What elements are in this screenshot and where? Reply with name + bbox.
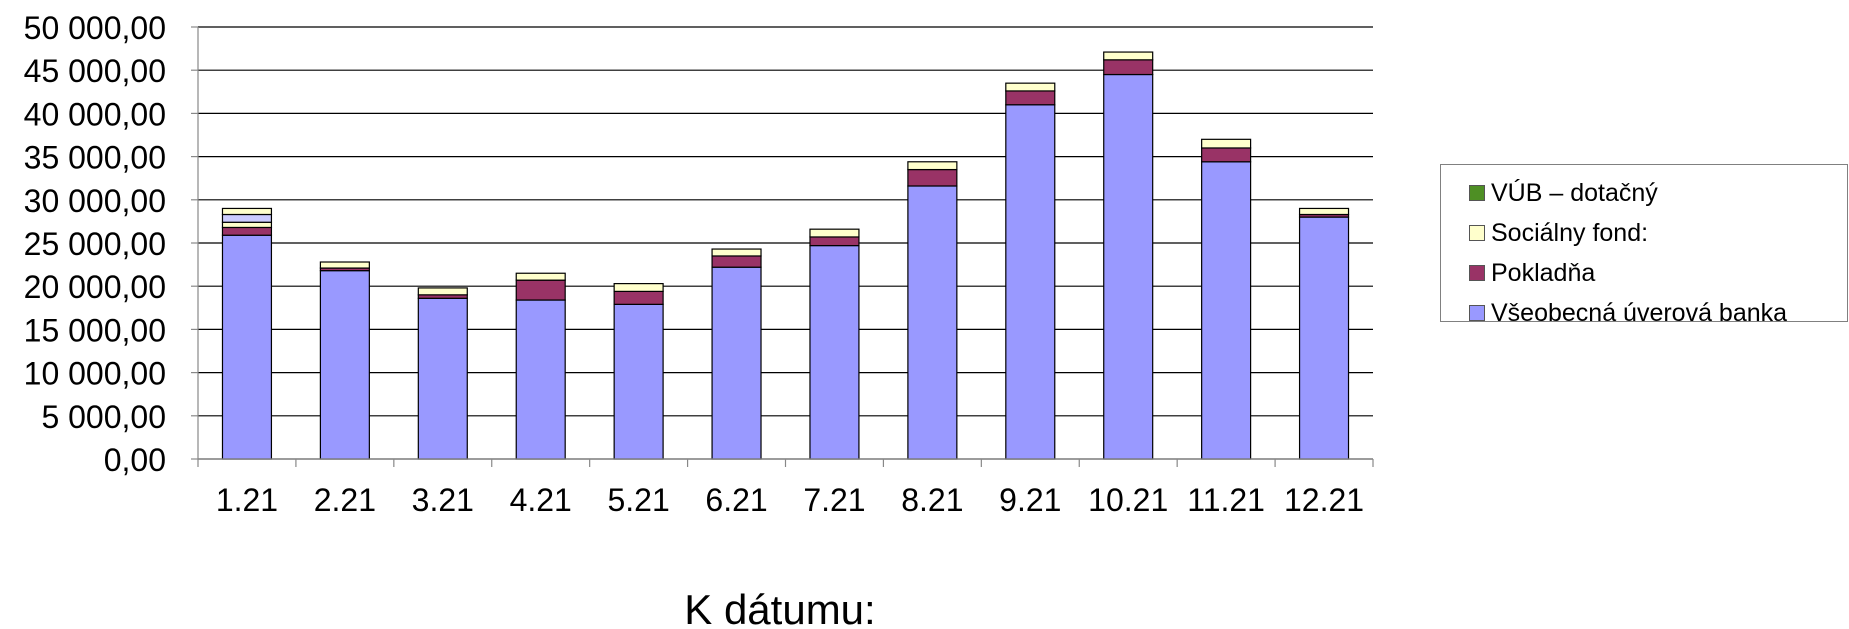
gridlines xyxy=(191,26,1373,460)
bar-segment xyxy=(613,303,664,460)
y-tick-label: 5 000,00 xyxy=(41,399,166,435)
legend: VÚB – dotačný Sociálny fond: Pokladňa Vš… xyxy=(1440,164,1848,327)
y-tick-label: 50 000,00 xyxy=(24,10,166,46)
x-tick-label: 7.21 xyxy=(803,482,865,518)
bar-segment xyxy=(1103,59,1154,76)
y-axis-tick-labels: 0,00 5 000,00 10 000,00 15 000,00 20 000,00 2… xyxy=(24,10,166,478)
legend-item-pokladna: Pokladňa xyxy=(1469,253,1837,293)
x-tick-label: 12.21 xyxy=(1284,482,1364,518)
x-tick-label: 8.21 xyxy=(901,482,963,518)
y-tick-label: 40 000,00 xyxy=(24,96,166,132)
bar-segment xyxy=(319,261,370,269)
bar-segment xyxy=(711,266,762,460)
bar-segment xyxy=(907,161,958,171)
y-tick-label: 45 000,00 xyxy=(24,53,166,89)
bar-segment xyxy=(515,272,566,281)
legend-item-vub-dotacny: VÚB – dotačný xyxy=(1469,173,1837,213)
legend-swatch xyxy=(1469,225,1485,241)
bar-segment xyxy=(613,290,664,305)
bar-segment xyxy=(221,226,273,236)
bar-segment xyxy=(221,234,273,460)
bar-segment xyxy=(221,213,273,223)
bar-segment xyxy=(221,207,273,216)
x-tick-label: 1.21 xyxy=(216,482,278,518)
bar-segment xyxy=(809,228,860,238)
legend-label: Všeobecná úverová banka xyxy=(1491,298,1788,327)
x-axis-title: K dátumu: xyxy=(684,586,875,629)
bar-segment xyxy=(319,270,370,460)
x-tick-label: 5.21 xyxy=(607,482,669,518)
bar-segment xyxy=(1005,82,1056,92)
bar-segment xyxy=(711,248,762,257)
legend-swatch xyxy=(1469,265,1485,281)
x-tick-label: 6.21 xyxy=(705,482,767,518)
axes xyxy=(197,27,1374,467)
bar-segment xyxy=(515,279,566,301)
bars xyxy=(221,51,1350,460)
bar-segment xyxy=(907,168,958,187)
bar-segment xyxy=(1201,147,1252,163)
x-tick-label: 3.21 xyxy=(412,482,474,518)
x-tick-label: 9.21 xyxy=(999,482,1061,518)
x-tick-label: 10.21 xyxy=(1088,482,1168,518)
bar-segment xyxy=(613,283,664,292)
bar-segment xyxy=(1201,138,1252,149)
legend-item-socialny-fond: Sociálny fond: xyxy=(1469,213,1837,253)
bar-segment xyxy=(221,221,273,229)
legend-swatch xyxy=(1469,185,1485,201)
bar-segment xyxy=(1201,161,1252,460)
legend-label: VÚB – dotačný xyxy=(1491,178,1658,207)
bar-segment xyxy=(1005,90,1056,106)
y-tick-label: 35 000,00 xyxy=(24,140,166,176)
x-tick-label: 4.21 xyxy=(510,482,572,518)
bar-segment xyxy=(1298,216,1350,460)
bar-segment xyxy=(1005,104,1056,460)
x-tick-label: 11.21 xyxy=(1187,482,1265,518)
y-tick-label: 0,00 xyxy=(104,442,166,478)
bar-segment xyxy=(515,299,566,460)
bar-segment xyxy=(1103,51,1154,61)
x-tick-label: 2.21 xyxy=(314,482,376,518)
bar-segment xyxy=(1298,207,1350,216)
bar-segment xyxy=(1103,73,1154,460)
bar-segment xyxy=(809,244,860,460)
bar-segment xyxy=(907,185,958,460)
bar-segment xyxy=(417,287,468,296)
legend-swatch xyxy=(1469,305,1485,321)
legend-label: Sociálny fond: xyxy=(1491,218,1649,247)
bar-segment xyxy=(417,297,468,460)
y-tick-label: 15 000,00 xyxy=(24,312,166,348)
y-tick-label: 25 000,00 xyxy=(24,226,166,262)
x-axis-tick-labels: 1.21 2.21 3.21 4.21 5.21 6.21 7.21 8.21 9.21 10.2… xyxy=(216,482,1364,518)
y-tick-label: 20 000,00 xyxy=(24,269,166,305)
legend-item-vseobecna-uverova-banka: Všeobecná úverová banka xyxy=(1469,293,1837,333)
bar-segment xyxy=(809,236,860,247)
bar-segment xyxy=(711,255,762,268)
y-tick-label: 30 000,00 xyxy=(24,183,166,219)
y-tick-label: 10 000,00 xyxy=(24,356,166,392)
legend-label: Pokladňa xyxy=(1491,258,1596,287)
